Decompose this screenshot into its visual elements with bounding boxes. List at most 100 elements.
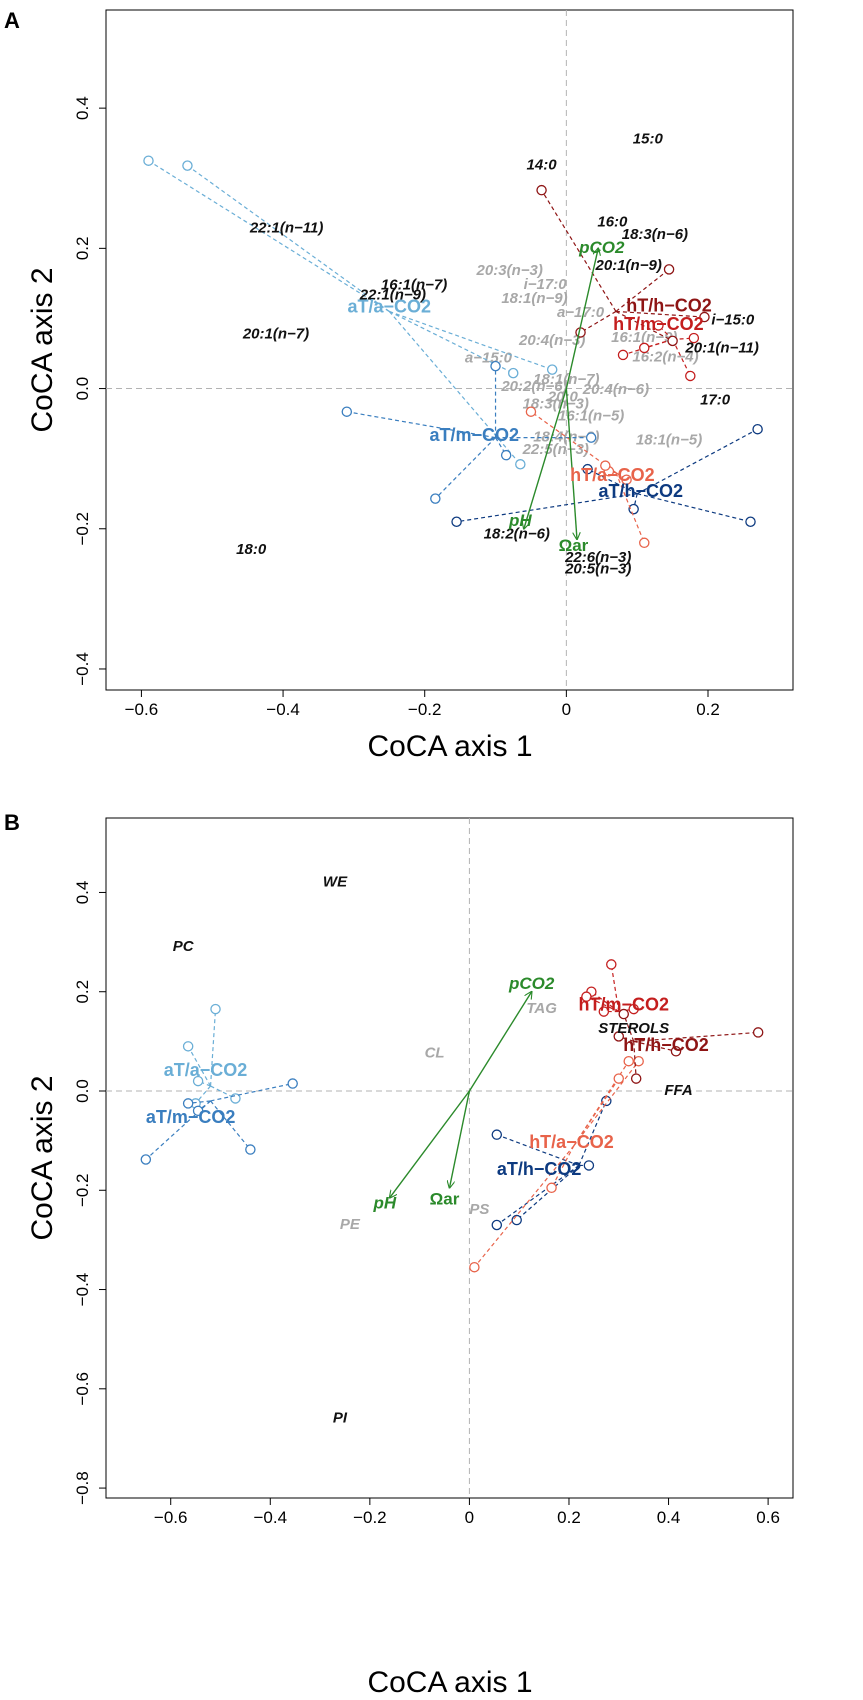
panel-b-point-ht-m-co2: [606, 959, 617, 970]
panel-a-var-22-1-n-11: 22:1(n−11): [249, 220, 324, 237]
panel-a-point-at-m-co2: [585, 432, 597, 443]
panel-a-spider-line-ht-h-co2: [615, 310, 673, 342]
panel-a-var-gray-a-15-0: a−15:0: [465, 349, 513, 366]
panel-b-spider-line-at-a-co2: [209, 1009, 217, 1087]
panel-b-spider-line-at-a-co2: [195, 1085, 211, 1104]
panel-b-point-ht-m-co2: [628, 1003, 639, 1015]
panel-b-point-ht-a-co2: [633, 1055, 644, 1067]
panel-a-spider-line-ht-h-co2: [615, 310, 705, 318]
panel-b-y-tick-label: 0.2: [73, 980, 92, 1004]
panel-b-x-axis-title: CoCA axis 1: [367, 1666, 532, 1699]
panel-a-x-tick-label: −0.4: [266, 700, 300, 719]
panel-a-var-gray-22-5-n-3: 22:5(n−3): [522, 441, 589, 458]
panel-a-point-at-m-co2: [490, 360, 501, 372]
panel-a-var-gray-20-0: 20:0: [547, 389, 579, 406]
panel-a-var-gray-20-4-n-6: 20:4(n−6): [582, 381, 649, 398]
panel-b-spider-line-ht-a-co2: [573, 1060, 640, 1146]
panel-b-point-at-h-co2: [491, 1219, 503, 1231]
panel-b-arrow-label-omegaar: Ωar: [430, 1190, 460, 1209]
panel-b-point-ht-h-co2: [670, 1046, 682, 1057]
panel-a-y-tick-label: −0.4: [73, 652, 92, 686]
panel-b-spider-line-at-m-co2: [210, 1100, 251, 1150]
panel-b-point-ht-a-co2: [613, 1073, 625, 1084]
panel-a-var-gray-18-1-n-5: 18:1(n−5): [636, 431, 702, 448]
panel-b-point-ht-h-co2: [630, 1073, 642, 1084]
panel-b-spider-line-ht-h-co2: [618, 1035, 634, 1042]
panel-b-y-tick-label: −0.6: [73, 1372, 92, 1406]
panel-b-var-sterols: STEROLS: [598, 1020, 669, 1037]
panel-a-group-label-ht-m-co2: hT/m−CO2: [613, 314, 704, 334]
panel-b-point-at-m-co2: [287, 1078, 298, 1089]
panel-a-y-tick-label: 0.4: [73, 96, 92, 120]
panel-a-x-tick-label: −0.6: [125, 700, 159, 719]
panel-b-point-ht-m-co2: [598, 1006, 610, 1017]
panel-a-y-tick-label: −0.2: [73, 512, 92, 546]
panel-b-point-ht-a-co2: [546, 1182, 557, 1194]
panel-a-point-at-h-co2: [628, 503, 639, 515]
panel-a-point-at-a-co2: [507, 367, 519, 379]
panel-a-spider-line-at-h-co2: [587, 468, 638, 495]
panel-b-spider-line-at-m-co2: [197, 1100, 211, 1112]
panel-b-arrow-omegaar: [450, 1090, 471, 1188]
panel-b-x-tick-label: −0.4: [254, 1508, 288, 1527]
panel-a-point-at-a-co2: [182, 160, 193, 171]
panel-b-point-ht-h-co2: [613, 1031, 625, 1042]
panel-a-var-gray-20-3-n-3: 20:3(n−3): [476, 262, 543, 279]
panel-a-point-at-h-co2: [582, 463, 593, 475]
panel-a-spider-line-at-m-co2: [434, 437, 496, 500]
panel-a-x-tick-label: 0: [562, 700, 571, 719]
panel-a-var-18-0: 18:0: [236, 541, 267, 558]
panel-a-arrow-ph: [524, 388, 568, 529]
panel-b-spider-line-ht-m-co2: [610, 964, 620, 1012]
panel-a-spider-line-at-a-co2: [148, 160, 390, 312]
panel-a-x-tick-label: 0.2: [696, 700, 720, 719]
panel-a-point-at-m-co2: [341, 406, 353, 417]
panel-b-spider-line-ht-h-co2: [633, 1041, 637, 1079]
panel-a-point-ht-m-co2: [617, 349, 629, 361]
panel-b-x-tick-label: 0.2: [557, 1508, 581, 1527]
panel-b-y-tick-label: −0.8: [73, 1471, 92, 1505]
panel-a-arrow-label-pco2: pCO2: [578, 238, 625, 257]
panel-a-spider-line-at-h-co2: [637, 493, 751, 523]
panel-a-spider-line-ht-a-co2: [615, 472, 645, 544]
panel-a-point-at-a-co2: [515, 459, 526, 470]
panel-a-point-at-h-co2: [752, 423, 763, 435]
panel-a-group-label-ht-a-co2: hT/a−CO2: [570, 465, 655, 485]
panel-b-point-at-h-co2: [511, 1214, 522, 1226]
panel-a-arrow-label-ph: pH: [508, 511, 532, 530]
panel-a-arrow-label-omegaar: Ωar: [559, 536, 589, 555]
panel-b-point-at-m-co2: [182, 1098, 194, 1109]
panel-b-x-tick-label: 0: [465, 1508, 474, 1527]
panel-a-point-at-h-co2: [451, 516, 462, 528]
panel-b-spider-line-at-a-co2: [197, 1080, 211, 1087]
panel-b-group-label-ht-h-co2: hT/h−CO2: [623, 1035, 709, 1055]
panel-b-group-label-at-m-co2: aT/m−CO2: [146, 1107, 236, 1127]
panel-b-var-gray-ps: PS: [469, 1201, 489, 1218]
panel-b-x-tick-label: 0.6: [756, 1508, 780, 1527]
panel-b-point-at-a-co2: [182, 1041, 194, 1052]
panel-b-letter: B: [4, 810, 20, 835]
panel-a-var-18-2-n-6: 18:2(n−6): [484, 525, 550, 542]
panel-b-arrow-pco2: [468, 992, 531, 1092]
panel-a-var-14-0: 14:0: [527, 157, 558, 174]
panel-b-point-at-a-co2: [210, 1003, 221, 1015]
panel-a-spider-line-ht-h-co2: [615, 268, 670, 312]
panel-a-point-ht-a-co2: [639, 537, 650, 549]
panel-a-point-at-a-co2: [143, 155, 154, 166]
panel-a-y-axis-title: CoCA axis 2: [26, 267, 59, 432]
panel-b-arrow-label-pco2: pCO2: [508, 974, 555, 993]
panel-b-point-ht-h-co2: [752, 1027, 764, 1038]
panel-b-spider-line-at-h-co2: [496, 1134, 580, 1167]
panel-b-point-at-m-co2: [192, 1105, 204, 1117]
panel-a-point-at-m-co2: [500, 449, 512, 461]
panel-b-point-at-h-co2: [583, 1160, 595, 1171]
panel-a-point-ht-m-co2: [688, 332, 700, 344]
panel-b-x-tick-label: −0.2: [353, 1508, 387, 1527]
panel-b-var-gray-cl: CL: [425, 1045, 445, 1062]
panel-b-spider-line-at-h-co2: [578, 1100, 607, 1166]
panel-b-point-ht-a-co2: [623, 1055, 634, 1067]
panel-b-point-at-m-co2: [140, 1154, 152, 1165]
panel-b-y-tick-label: −0.4: [73, 1273, 92, 1307]
panel-b-group-label-at-h-co2: aT/h−CO2: [497, 1159, 582, 1179]
panel-a-y-tick-label: 0.2: [73, 237, 92, 261]
